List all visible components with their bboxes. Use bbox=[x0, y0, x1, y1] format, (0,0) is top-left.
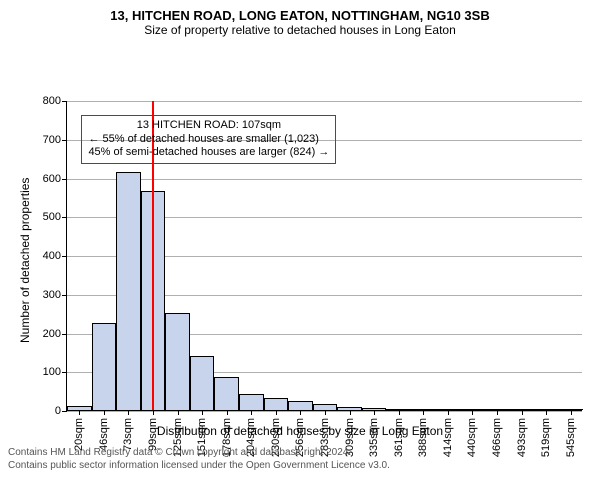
x-tick bbox=[300, 410, 301, 415]
histogram-bar bbox=[165, 313, 190, 410]
x-tick bbox=[472, 410, 473, 415]
y-tick-label: 100 bbox=[43, 366, 67, 378]
histogram-bar bbox=[239, 394, 264, 410]
x-tick bbox=[350, 410, 351, 415]
footer-line2: Contains public sector information licen… bbox=[8, 460, 390, 471]
histogram-bar bbox=[214, 377, 239, 410]
x-tick bbox=[251, 410, 252, 415]
y-tick-label: 200 bbox=[43, 328, 67, 340]
x-tick bbox=[325, 410, 326, 415]
y-tick-label: 600 bbox=[43, 173, 67, 185]
y-tick-label: 0 bbox=[55, 405, 67, 417]
x-tick bbox=[227, 410, 228, 415]
gridline bbox=[67, 179, 582, 180]
y-tick-label: 300 bbox=[43, 289, 67, 301]
x-tick bbox=[546, 410, 547, 415]
x-tick bbox=[448, 410, 449, 415]
x-tick bbox=[374, 410, 375, 415]
histogram-bar bbox=[116, 172, 141, 410]
histogram-bar bbox=[288, 401, 313, 410]
y-axis-label: Number of detached properties bbox=[18, 177, 32, 342]
histogram-bar bbox=[264, 398, 289, 410]
plot-area: 010020030040050060070080020sqm46sqm73sqm… bbox=[66, 101, 582, 411]
y-tick-label: 500 bbox=[43, 211, 67, 223]
x-tick bbox=[153, 410, 154, 415]
x-tick bbox=[522, 410, 523, 415]
attribution-footer: Contains HM Land Registry data © Crown c… bbox=[0, 446, 390, 472]
x-tick bbox=[423, 410, 424, 415]
y-tick-label: 700 bbox=[43, 134, 67, 146]
plot-region: 010020030040050060070080020sqm46sqm73sqm… bbox=[4, 43, 596, 411]
x-tick bbox=[276, 410, 277, 415]
y-tick-label: 400 bbox=[43, 250, 67, 262]
x-tick bbox=[79, 410, 80, 415]
x-tick bbox=[104, 410, 105, 415]
chart-title-subtitle: Size of property relative to detached ho… bbox=[4, 23, 596, 37]
chart-container: 13, HITCHEN ROAD, LONG EATON, NOTTINGHAM… bbox=[0, 0, 600, 500]
x-tick bbox=[202, 410, 203, 415]
footer-line1: Contains HM Land Registry data © Crown c… bbox=[8, 447, 351, 458]
histogram-bar bbox=[92, 323, 117, 410]
anno-line2: ← 55% of detached houses are smaller (1,… bbox=[88, 133, 329, 147]
x-tick bbox=[128, 410, 129, 415]
histogram-bar bbox=[190, 356, 215, 410]
chart-title-address: 13, HITCHEN ROAD, LONG EATON, NOTTINGHAM… bbox=[4, 8, 596, 23]
anno-line3: 45% of semi-detached houses are larger (… bbox=[88, 146, 329, 160]
x-tick bbox=[178, 410, 179, 415]
anno-line1: 13 HITCHEN ROAD: 107sqm bbox=[88, 119, 329, 133]
x-tick bbox=[497, 410, 498, 415]
y-tick-label: 800 bbox=[43, 95, 67, 107]
property-annotation: 13 HITCHEN ROAD: 107sqm← 55% of detached… bbox=[81, 115, 336, 164]
x-tick bbox=[399, 410, 400, 415]
gridline bbox=[67, 101, 582, 102]
x-axis-label: Distribution of detached houses by size … bbox=[0, 424, 600, 438]
x-tick bbox=[571, 410, 572, 415]
